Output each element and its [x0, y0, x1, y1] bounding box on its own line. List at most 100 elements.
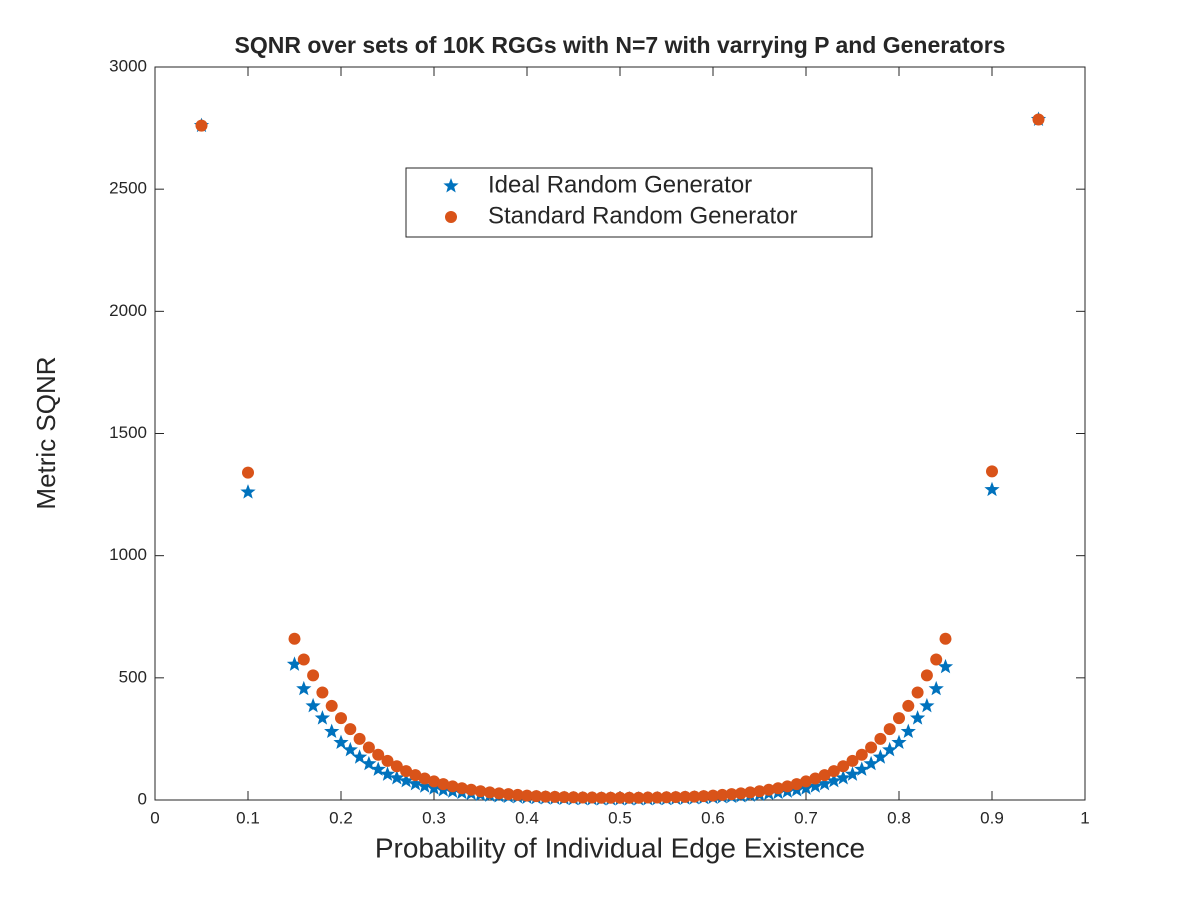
y-tick-label: 500	[119, 667, 147, 686]
data-point	[400, 765, 413, 778]
data-point	[909, 710, 926, 725]
data-point	[437, 778, 450, 791]
data-point	[455, 782, 468, 795]
data-point	[939, 632, 952, 645]
x-tick-label: 0	[150, 808, 159, 827]
data-point	[827, 765, 840, 778]
data-point	[937, 658, 954, 674]
data-point	[651, 791, 664, 804]
data-point	[409, 769, 422, 782]
data-point	[316, 686, 329, 699]
x-tick-label: 0.4	[515, 808, 539, 827]
data-point	[576, 791, 589, 804]
data-point	[474, 785, 487, 798]
data-point	[707, 789, 719, 802]
data-point	[660, 791, 673, 804]
data-point	[502, 788, 515, 801]
data-point	[614, 791, 626, 804]
data-point	[816, 775, 833, 791]
data-point	[511, 788, 524, 801]
data-point	[874, 732, 887, 745]
data-point	[641, 791, 654, 804]
y-tick-label: 2500	[109, 179, 147, 198]
data-point	[548, 790, 561, 803]
y-tick-label: 1500	[109, 423, 147, 442]
data-point	[928, 680, 944, 696]
data-point	[240, 484, 256, 499]
data-point	[567, 791, 580, 804]
data-point	[984, 481, 1000, 497]
data-point	[809, 772, 822, 785]
data-point	[344, 723, 357, 736]
data-point	[632, 791, 645, 804]
x-tick-label: 0.9	[980, 808, 1004, 827]
x-tick-label: 0.3	[422, 808, 446, 827]
x-tick-label: 0.2	[329, 808, 353, 827]
data-point	[372, 748, 385, 761]
data-point	[362, 741, 375, 754]
data-point	[604, 791, 617, 804]
data-point	[826, 772, 842, 788]
x-tick-label: 0.7	[794, 808, 818, 827]
data-point	[818, 769, 831, 782]
data-point	[586, 791, 599, 804]
data-point	[286, 656, 303, 671]
data-point	[911, 686, 924, 699]
data-point	[418, 772, 431, 785]
data-point	[902, 699, 915, 712]
data-point	[314, 710, 331, 725]
data-point	[288, 632, 301, 645]
data-point	[882, 741, 898, 757]
data-point	[781, 780, 794, 793]
x-tick-label: 0.6	[701, 808, 725, 827]
data-point	[483, 786, 496, 799]
data-point	[920, 669, 933, 682]
data-point	[351, 749, 368, 764]
x-tick-label: 0.8	[887, 808, 911, 827]
data-point	[417, 778, 433, 793]
data-point	[865, 741, 878, 754]
data-point	[669, 791, 682, 804]
data-point	[398, 772, 414, 788]
data-point	[688, 790, 701, 803]
legend-box	[405, 167, 873, 238]
data-point	[716, 788, 729, 801]
legend-marker	[443, 178, 459, 193]
chart-title: SQNR over sets of 10K RGGs with N=7 with…	[235, 32, 1006, 58]
y-tick-label: 1000	[109, 545, 147, 564]
data-point	[325, 699, 338, 712]
data-point	[623, 791, 636, 804]
data-point	[296, 680, 312, 696]
data-point	[530, 790, 543, 803]
y-tick-label: 3000	[109, 56, 147, 75]
data-point	[307, 669, 320, 682]
y-axis-label: Metric SQNR	[31, 356, 61, 509]
data-point	[772, 782, 785, 795]
data-point	[883, 723, 896, 736]
data-point	[855, 748, 868, 761]
data-point	[854, 761, 870, 776]
data-point	[370, 761, 386, 776]
data-point	[361, 755, 377, 771]
data-point	[893, 712, 905, 725]
data-point	[725, 788, 738, 801]
data-point	[389, 770, 405, 785]
data-point	[353, 732, 366, 745]
data-point	[595, 791, 608, 804]
data-point	[930, 653, 943, 666]
data-point	[846, 754, 859, 767]
data-point	[324, 723, 340, 739]
data-point	[426, 780, 442, 795]
data-point	[790, 778, 803, 791]
data-point	[800, 775, 812, 788]
data-point	[195, 119, 208, 132]
data-point	[679, 790, 692, 803]
data-point	[242, 466, 254, 479]
data-point	[744, 786, 757, 799]
data-point	[863, 755, 879, 771]
data-point	[753, 785, 766, 798]
data-point	[891, 734, 907, 750]
legend-marker	[445, 211, 457, 223]
data-point	[558, 791, 571, 804]
